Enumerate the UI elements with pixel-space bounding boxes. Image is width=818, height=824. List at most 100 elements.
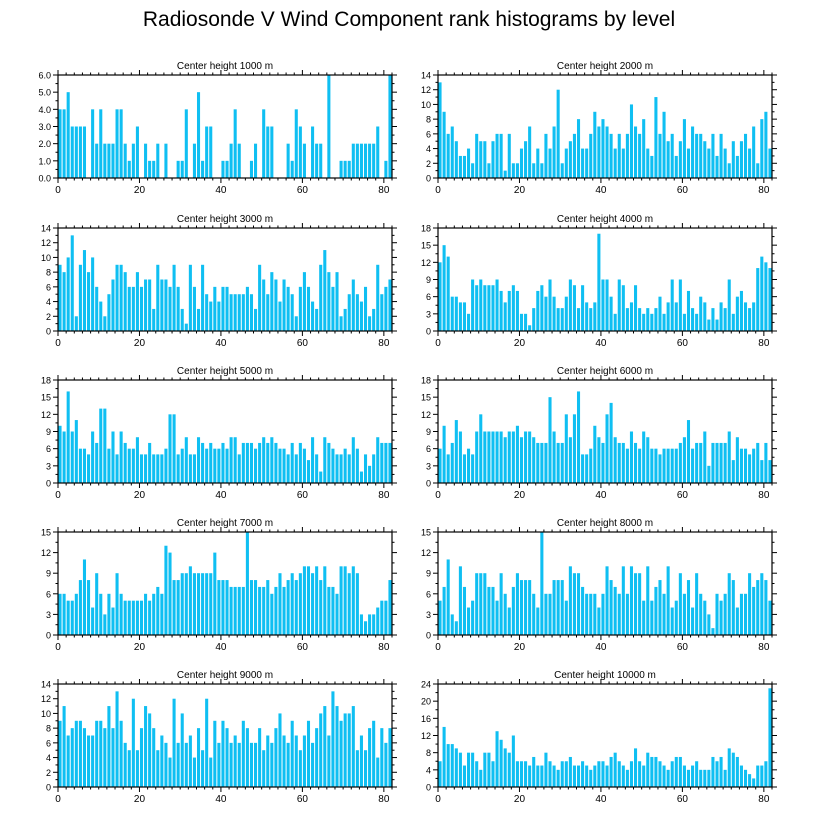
histogram-bar (572, 414, 576, 483)
histogram-bar (103, 143, 107, 178)
y-tick-label: 12 (41, 238, 51, 248)
histogram-bar (613, 313, 617, 331)
histogram-bar (654, 586, 658, 635)
histogram-bar (131, 286, 135, 331)
histogram-bar (351, 566, 355, 635)
histogram-bar (323, 706, 327, 787)
histogram-bar (491, 761, 495, 787)
histogram-bar (548, 148, 552, 178)
histogram-bar (752, 778, 756, 787)
histogram-bar (650, 600, 654, 635)
histogram-bar (363, 750, 368, 787)
histogram-bar (95, 573, 99, 635)
histogram-bar (621, 442, 625, 483)
histogram-bar (262, 279, 266, 331)
y-tick-label: 0.0 (38, 174, 51, 184)
y-tick-label: 3 (426, 610, 431, 620)
y-tick-label: 15 (41, 393, 51, 403)
histogram-bar (311, 301, 315, 331)
histogram-bar (217, 742, 221, 787)
histogram-bar (743, 133, 748, 178)
histogram-bar (467, 313, 471, 331)
histogram-bar (343, 308, 347, 331)
histogram-bar (491, 586, 495, 635)
y-tick-label: 9 (426, 275, 431, 285)
histogram-bar (748, 774, 752, 788)
histogram-bar (225, 580, 229, 635)
histogram-bar (180, 160, 184, 178)
histogram-bar (682, 765, 686, 787)
histogram-bar (560, 761, 564, 787)
histogram-bar (458, 431, 462, 483)
histogram-bar (91, 257, 95, 331)
histogram-bar (601, 442, 605, 483)
histogram-bar (213, 552, 217, 635)
histogram-bar (233, 109, 237, 178)
histogram-bar (201, 750, 205, 787)
histogram-bar (748, 308, 752, 331)
histogram-bar (524, 431, 528, 483)
histogram-bar (323, 250, 327, 331)
histogram-bar (650, 155, 654, 178)
y-tick-label: 12 (41, 694, 51, 704)
histogram-bar (576, 391, 581, 483)
histogram-bar (442, 586, 446, 635)
histogram-bar (156, 454, 160, 483)
histogram-bar (156, 750, 160, 787)
y-tick-label: 5.0 (38, 88, 51, 98)
histogram-bar (62, 272, 66, 331)
histogram-bar (376, 757, 380, 787)
histogram-bar (556, 89, 560, 178)
y-tick-label: 6 (46, 444, 51, 454)
histogram-bar (237, 294, 241, 331)
histogram-bar (388, 442, 392, 483)
histogram-bar (339, 160, 343, 178)
histogram-bar (168, 286, 172, 331)
histogram-bar (380, 728, 384, 787)
histogram-bar (487, 752, 491, 787)
histogram-bar (111, 143, 115, 178)
histogram-bar (450, 744, 454, 787)
histogram-bar (707, 465, 711, 483)
histogram-bar (723, 148, 727, 178)
histogram-bar (548, 279, 552, 331)
histogram-bar (164, 279, 168, 331)
histogram-bar (524, 761, 528, 787)
histogram-bar (274, 586, 278, 635)
histogram-bar (479, 769, 483, 787)
histogram-bar (756, 580, 760, 635)
histogram-bar (205, 573, 209, 635)
histogram-bar (581, 454, 585, 483)
histogram-bar (735, 155, 739, 178)
histogram-bar (347, 573, 351, 635)
histogram-bar (658, 133, 662, 178)
histogram-bar (144, 593, 148, 635)
x-tick-label: 60 (297, 490, 309, 501)
histogram-bar (634, 285, 638, 331)
histogram-bar (650, 756, 654, 787)
histogram-bar (290, 294, 294, 331)
histogram-bar (372, 720, 376, 787)
histogram-bar (148, 160, 152, 178)
histogram-bar (723, 442, 727, 483)
histogram-bar (560, 163, 564, 178)
histogram-bar (536, 442, 540, 483)
histogram-bar (540, 285, 544, 331)
histogram-bar (507, 290, 511, 331)
histogram-bar (511, 163, 515, 178)
histogram-bar (266, 126, 270, 178)
x-tick-label: 40 (215, 185, 227, 196)
histogram-bar (164, 448, 168, 483)
histogram-bar (605, 414, 609, 483)
histogram-bar (768, 148, 772, 178)
histogram-bar (237, 586, 241, 635)
panel-title: Center height 7000 m (177, 518, 273, 529)
histogram-bar (152, 308, 156, 331)
histogram-bar (674, 448, 678, 483)
histogram-bar (82, 559, 87, 635)
histogram-bar (462, 302, 467, 331)
histogram-bar (229, 586, 233, 635)
histogram-bar (302, 448, 306, 483)
histogram-bar (286, 742, 290, 787)
y-tick-label: 15 (421, 393, 431, 403)
